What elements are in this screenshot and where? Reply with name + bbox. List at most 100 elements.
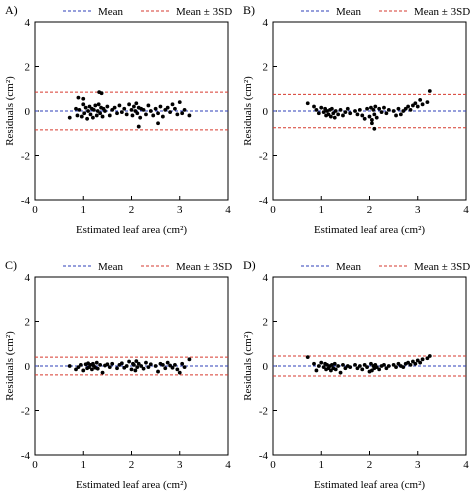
- data-point: [136, 361, 141, 366]
- data-point: [99, 91, 104, 96]
- y-tick-label: 0: [25, 106, 31, 118]
- y-tick-label: 0: [263, 361, 269, 373]
- y-tick-label: 2: [263, 62, 269, 74]
- data-point: [372, 112, 377, 117]
- legend-mean-label: Mean: [98, 6, 124, 18]
- data-point: [103, 109, 107, 113]
- data-point: [418, 97, 423, 102]
- data-point: [314, 107, 319, 112]
- data-point: [370, 368, 374, 373]
- y-tick-label: 2: [263, 317, 269, 329]
- data-point: [338, 107, 343, 112]
- data-point: [180, 111, 185, 116]
- y-tick-label: -4: [259, 195, 269, 207]
- panel-c: C) Mean Mean ± 3SD 0 1 2 3 4 -4 -2 0 2 4 Estimated le…: [4, 258, 232, 491]
- x-tick-label: 3: [177, 459, 183, 471]
- data-point: [95, 109, 100, 113]
- data-point: [163, 107, 168, 112]
- data-point: [353, 362, 357, 367]
- x-axis-label: Estimated leaf area (cm²): [76, 224, 187, 236]
- data-point: [408, 107, 413, 112]
- x-tick-label: 2: [129, 459, 135, 471]
- data-point: [144, 360, 148, 365]
- data-point: [348, 365, 353, 370]
- data-point: [312, 361, 316, 366]
- data-point: [343, 366, 348, 371]
- x-tick-label: 1: [81, 459, 87, 471]
- panel-b: B) Mean Mean ± 3SD 0 1 2 3 4 -4 -2 0 2 4 Estimated le…: [242, 3, 470, 236]
- data-point: [135, 111, 140, 116]
- data-point: [425, 100, 430, 104]
- data-point: [401, 109, 406, 113]
- data-point: [79, 114, 84, 119]
- data-point: [76, 95, 81, 100]
- data-point: [139, 364, 144, 368]
- data-point: [146, 103, 151, 108]
- panel-label-a: A): [5, 3, 18, 17]
- data-point: [98, 362, 103, 367]
- data-point: [133, 368, 138, 373]
- data-point: [124, 112, 129, 117]
- x-tick-label: 2: [367, 204, 373, 216]
- legend-sd-label: Mean ± 3SD: [176, 261, 232, 273]
- panel-d: D) Mean Mean ± 3SD 0 1 2 3 4 -4 -2 0 2 4 Estimated le…: [242, 258, 470, 491]
- data-point: [153, 106, 158, 111]
- data-point: [148, 109, 153, 113]
- data-point: [316, 111, 321, 116]
- data-point: [394, 365, 398, 370]
- data-point: [151, 113, 156, 118]
- data-point: [411, 359, 415, 364]
- data-point: [148, 362, 153, 367]
- data-point: [398, 112, 403, 117]
- data-point: [85, 116, 90, 121]
- data-point: [326, 112, 331, 117]
- data-point: [406, 104, 410, 109]
- data-point: [316, 364, 321, 368]
- y-tick-label: -4: [21, 195, 31, 207]
- data-point: [132, 362, 136, 367]
- x-tick-label: 2: [367, 459, 373, 471]
- data-point: [325, 362, 329, 367]
- data-point: [127, 359, 131, 364]
- data-point: [156, 111, 160, 116]
- y-tick-label: -4: [259, 450, 269, 462]
- data-point: [112, 105, 117, 110]
- legend-sd-label: Mean ± 3SD: [176, 6, 232, 18]
- data-point: [86, 109, 90, 113]
- data-point: [401, 365, 406, 370]
- data-point: [115, 111, 119, 116]
- x-tick-label: 0: [270, 459, 276, 471]
- data-point: [384, 111, 389, 116]
- data-point: [156, 121, 160, 126]
- data-point: [91, 107, 96, 112]
- data-point: [384, 366, 389, 371]
- data-point: [382, 105, 386, 110]
- data-point: [170, 365, 175, 370]
- data-point: [427, 89, 432, 93]
- data-point: [74, 106, 78, 111]
- y-tick-label: -2: [21, 406, 30, 418]
- data-point: [67, 115, 72, 120]
- x-tick-label: 0: [270, 204, 276, 216]
- y-axis-label: Residuals (cm²): [4, 331, 16, 401]
- x-tick-label: 0: [32, 204, 38, 216]
- data-point: [81, 96, 86, 101]
- data-point: [134, 101, 139, 106]
- data-point: [413, 361, 418, 366]
- y-tick-label: 0: [263, 106, 269, 118]
- data-point: [141, 366, 146, 371]
- data-point: [75, 113, 80, 118]
- data-point: [319, 105, 324, 110]
- data-point: [173, 106, 177, 111]
- y-tick-label: -2: [21, 151, 30, 163]
- data-point: [175, 367, 180, 372]
- data-point: [362, 116, 367, 121]
- data-point: [329, 114, 333, 119]
- data-point: [365, 106, 369, 111]
- data-point: [77, 107, 82, 112]
- data-point: [146, 365, 151, 370]
- data-point: [312, 104, 316, 109]
- data-point: [386, 107, 391, 112]
- panel-label-d: D): [243, 258, 256, 272]
- data-point: [420, 357, 425, 362]
